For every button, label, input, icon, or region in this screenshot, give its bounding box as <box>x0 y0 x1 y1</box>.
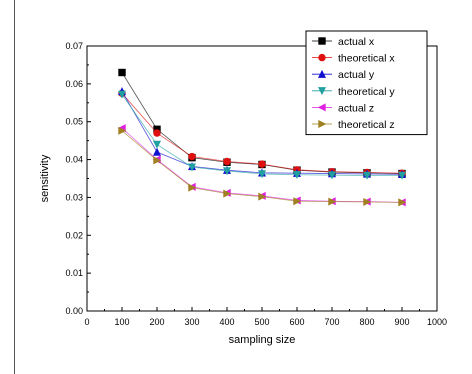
x-tick-label: 1000 <box>427 317 447 327</box>
x-tick-label: 500 <box>254 317 269 327</box>
y-tick-label: 0.00 <box>65 306 83 316</box>
marker-triangle-right <box>223 189 232 198</box>
marker-triangle-down <box>327 171 337 180</box>
marker-triangle-down <box>152 140 162 149</box>
series-theoretical-z <box>118 126 407 207</box>
y-axis: 0.00 0.01 0.02 0.03 0.04 0.05 0.06 0.07 <box>65 41 91 316</box>
marker-triangle-left <box>317 103 326 112</box>
marker-triangle-right <box>293 197 302 206</box>
legend-label: actual x <box>338 36 375 48</box>
y-tick-label: 0.04 <box>65 155 83 165</box>
y-tick-label: 0.03 <box>65 192 83 202</box>
marker-circle <box>188 152 196 161</box>
marker-triangle-down <box>317 87 327 96</box>
marker-triangle-down <box>292 171 302 180</box>
marker-triangle-up <box>317 69 327 78</box>
series-theoretical-y <box>117 90 407 180</box>
legend-label: theoretical y <box>338 86 395 98</box>
x-tick-label: 600 <box>289 317 304 327</box>
legend-entry: actual y <box>312 69 375 81</box>
marker-circle <box>258 160 266 168</box>
x-tick-label: 800 <box>359 317 374 327</box>
y-tick-label: 0.07 <box>65 41 83 51</box>
y-tick-label: 0.05 <box>65 117 83 127</box>
x-tick-label: 100 <box>114 317 129 327</box>
legend-label: theoretical z <box>338 119 395 131</box>
marker-triangle-down <box>397 171 407 180</box>
legend-label: actual y <box>338 69 375 81</box>
legend-entry: actual z <box>312 102 374 114</box>
marker-triangle-down <box>222 167 232 176</box>
x-tick-label: 900 <box>394 317 409 327</box>
series-layer <box>117 68 407 207</box>
marker-square <box>118 68 126 77</box>
marker-triangle-right <box>153 156 162 165</box>
legend-entry: theoretical y <box>312 86 395 98</box>
x-tick-label: 400 <box>219 317 234 327</box>
marker-triangle-down <box>257 170 267 179</box>
x-tick-label: 0 <box>84 317 89 327</box>
marker-triangle-down <box>362 171 372 180</box>
x-tick-label: 700 <box>324 317 339 327</box>
marker-triangle-up <box>152 147 162 156</box>
legend-box <box>305 30 428 136</box>
x-axis: 0 100 200 300 400 500 600 700 800 900 1000 <box>84 307 447 327</box>
marker-triangle-right <box>258 192 267 201</box>
marker-triangle-right <box>328 197 337 206</box>
y-axis-label: sensitivity <box>39 154 51 202</box>
legend-entry: actual x <box>312 36 375 48</box>
marker-triangle-right <box>363 197 372 206</box>
marker-circle <box>318 53 326 62</box>
legend-entry: theoretical z <box>312 119 395 131</box>
x-axis-label: sampling size <box>229 334 296 346</box>
x-tick-label: 200 <box>149 317 164 327</box>
marker-triangle-right <box>318 119 327 129</box>
marker-triangle-right <box>398 198 407 207</box>
marker-circle <box>153 129 161 137</box>
y-tick-label: 0.06 <box>65 79 83 89</box>
marker-triangle-right <box>188 183 197 192</box>
y-tick-label: 0.01 <box>65 268 83 278</box>
x-tick-label: 300 <box>184 317 199 327</box>
legend-entry: theoretical x <box>312 53 395 65</box>
legend-label: theoretical x <box>338 53 395 65</box>
marker-triangle-down <box>187 163 197 172</box>
legend: actual x theoretical x actual y theoretical… <box>305 30 428 136</box>
legend-label: actual z <box>338 102 374 114</box>
marker-circle <box>223 157 231 166</box>
marker-square <box>318 37 326 45</box>
y-tick-label: 0.02 <box>65 230 83 240</box>
marker-triangle-right <box>118 126 127 135</box>
marker-triangle-down <box>117 90 127 99</box>
